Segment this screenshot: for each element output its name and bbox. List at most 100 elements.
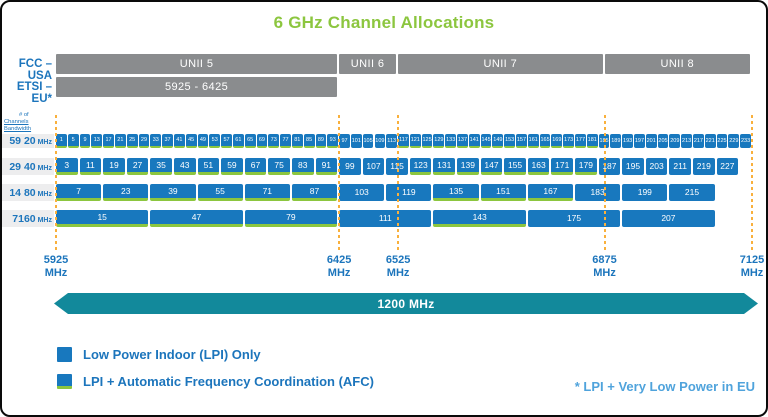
channel-box: 143 xyxy=(433,210,526,227)
header-bandwidth: Bandwidth xyxy=(4,126,32,132)
channel-box: 61 xyxy=(232,134,244,148)
channel-box: 135 xyxy=(433,184,479,201)
frequency-ticks: 5925 MHz 6425 MHz 6525 MHz 6875 MHz 7125 MHz xyxy=(44,254,764,282)
channel-box: 53 xyxy=(209,134,221,148)
channel-box: 83 xyxy=(291,158,314,175)
channel-box: 85 xyxy=(303,134,315,148)
channel-box: 25 xyxy=(126,134,138,148)
legend-item-afc: LPI + Automatic Frequency Coordination (… xyxy=(57,374,374,389)
channel-box: 105 xyxy=(362,134,374,148)
channel-box: 167 xyxy=(527,184,574,201)
frequency-tick-label: 7125 MHz xyxy=(739,254,765,279)
lpi-swatch-icon xyxy=(57,347,72,362)
channel-box: 129 xyxy=(433,134,445,148)
channel-box: 11 xyxy=(79,158,102,175)
channels-bandwidth-header: # of Channels Bandwidth xyxy=(4,112,56,133)
channel-box: 131 xyxy=(433,158,456,175)
channel-box: 217 xyxy=(693,134,704,148)
bandwidth-row-label: 29 40 MHz xyxy=(2,158,54,175)
page-title: 6 GHz Channel Allocations xyxy=(273,13,495,32)
channel-box: 67 xyxy=(244,158,267,175)
channel-box: 65 xyxy=(244,134,256,148)
channel-box: 141 xyxy=(468,134,480,148)
afc-swatch-icon xyxy=(57,374,72,389)
channel-box: 41 xyxy=(173,134,185,148)
channel-box: 45 xyxy=(185,134,197,148)
channel-box: 23 xyxy=(103,184,149,201)
channel-row-strip: 3111927354351596775839199107115123131139… xyxy=(56,158,752,175)
channel-box: 35 xyxy=(150,158,172,175)
channel-box: 161 xyxy=(527,134,539,148)
frequency-tick-label: 6425 MHz xyxy=(326,254,352,279)
channel-box: 157 xyxy=(516,134,527,148)
channel-box: 27 xyxy=(126,158,149,175)
channel-box: 97 xyxy=(339,134,350,148)
bandwidth-value: 20 MHz xyxy=(23,135,52,147)
frequency-gridlines xyxy=(55,115,753,251)
channel-box: 73 xyxy=(268,134,280,148)
channel-box: 179 xyxy=(575,158,597,175)
bandwidth-value: 80 MHz xyxy=(23,186,52,199)
channel-box: 79 xyxy=(244,210,338,227)
channel-box: 55 xyxy=(197,184,243,201)
channel-box: 209 xyxy=(669,134,681,148)
channel-box: 77 xyxy=(280,134,291,148)
bandwidth-row-label: 59 20 MHz xyxy=(2,134,54,148)
bandwidth-row-label: 14 80 MHz xyxy=(2,184,54,201)
regulatory-band: UNII 8 xyxy=(604,54,750,74)
channel-box: 151 xyxy=(480,184,526,201)
channel-box: 177 xyxy=(575,134,586,148)
frequency-tick-label: 6525 MHz xyxy=(385,254,411,279)
channel-box: 183 xyxy=(575,184,621,201)
channel-box: 5 xyxy=(67,134,79,148)
channel-box: 171 xyxy=(551,158,574,175)
channel-box: 219 xyxy=(693,158,715,175)
channel-box: 205 xyxy=(657,134,669,148)
frequency-gridline xyxy=(751,115,753,251)
channel-box: 89 xyxy=(315,134,327,148)
channel-box: 207 xyxy=(622,210,715,227)
etsi-row-label: ETSI – EU* xyxy=(16,81,52,105)
regulatory-band: UNII 7 xyxy=(398,54,603,74)
channel-box: 13 xyxy=(91,134,103,148)
channel-box: 203 xyxy=(645,158,668,175)
bandwidth-value: 40 MHz xyxy=(23,160,52,173)
channel-box: 71 xyxy=(244,184,290,201)
channel-count: 14 xyxy=(9,186,21,199)
channel-box: 169 xyxy=(551,134,563,148)
bandwidth-unit: MHz xyxy=(35,190,52,198)
channel-box: 163 xyxy=(527,158,550,175)
channel-box: 21 xyxy=(114,134,126,148)
channel-box: 225 xyxy=(716,134,728,148)
channel-box: 145 xyxy=(480,134,492,148)
etsi-bands-strip: 5925 - 6425 xyxy=(56,77,752,97)
regulatory-band: UNII 5 xyxy=(56,54,338,74)
regulatory-band: 5925 - 6425 xyxy=(56,77,338,97)
channel-box: 69 xyxy=(256,134,268,148)
frequency-gridline xyxy=(55,115,57,251)
channel-box: 173 xyxy=(563,134,575,148)
channel-box: 233 xyxy=(740,134,751,148)
channel-box: 29 xyxy=(138,134,150,148)
channel-box: 107 xyxy=(362,158,385,175)
channel-row-strip: 15 47 79 111 143 175 207 xyxy=(56,210,752,227)
eu-footnote: * LPI + Very Low Power in EU xyxy=(574,379,755,394)
channel-box: 33 xyxy=(150,134,162,148)
channel-box: 113 xyxy=(386,134,398,148)
channel-box: 9 xyxy=(79,134,91,148)
channel-box: 215 xyxy=(669,184,715,201)
total-span-label: 1200 MHz xyxy=(377,296,435,311)
channel-box: 149 xyxy=(492,134,504,148)
bandwidth-value: 160 MHz xyxy=(18,212,52,225)
channel-count: 29 xyxy=(9,160,21,173)
frequency-gridline xyxy=(603,115,606,251)
channel-box: 47 xyxy=(150,210,243,227)
channel-row-strip: 1 5 9 13 17 21 25 29 33 37 41 45 49 53 57 61 65 69 73 77 81 8… xyxy=(56,134,752,148)
channel-box: 51 xyxy=(197,158,220,175)
header-num-of: # of xyxy=(19,112,29,118)
channel-box: 175 xyxy=(527,210,621,227)
bandwidth-unit: MHz xyxy=(35,216,52,224)
regulatory-band: UNII 6 xyxy=(339,54,397,74)
channel-box: 189 xyxy=(610,134,622,148)
